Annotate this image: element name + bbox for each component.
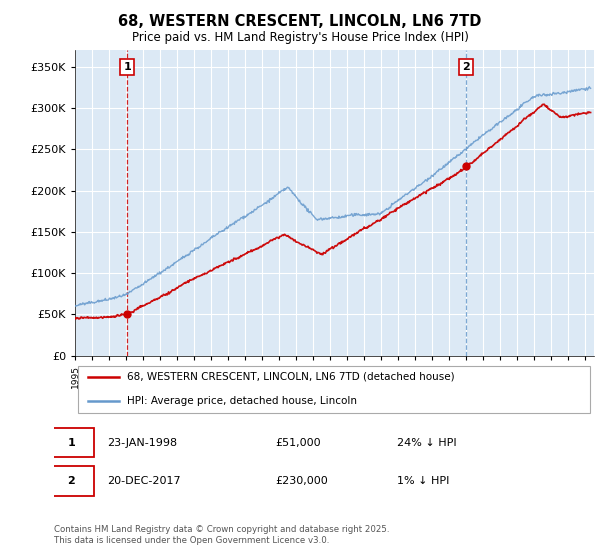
Text: 1: 1 (67, 437, 75, 447)
Text: £230,000: £230,000 (276, 476, 329, 486)
Text: 20-DEC-2017: 20-DEC-2017 (107, 476, 181, 486)
Text: 24% ↓ HPI: 24% ↓ HPI (397, 437, 457, 447)
FancyBboxPatch shape (49, 466, 94, 496)
Text: 68, WESTERN CRESCENT, LINCOLN, LN6 7TD: 68, WESTERN CRESCENT, LINCOLN, LN6 7TD (118, 14, 482, 29)
Text: HPI: Average price, detached house, Lincoln: HPI: Average price, detached house, Linc… (127, 396, 357, 406)
Text: 23-JAN-1998: 23-JAN-1998 (107, 437, 177, 447)
Text: 2: 2 (67, 476, 75, 486)
Text: Price paid vs. HM Land Registry's House Price Index (HPI): Price paid vs. HM Land Registry's House … (131, 31, 469, 44)
FancyBboxPatch shape (49, 428, 94, 458)
Text: 1% ↓ HPI: 1% ↓ HPI (397, 476, 449, 486)
Text: 1: 1 (123, 62, 131, 72)
Text: 68, WESTERN CRESCENT, LINCOLN, LN6 7TD (detached house): 68, WESTERN CRESCENT, LINCOLN, LN6 7TD (… (127, 372, 455, 382)
Text: 2: 2 (462, 62, 470, 72)
FancyBboxPatch shape (77, 366, 590, 413)
Text: Contains HM Land Registry data © Crown copyright and database right 2025.
This d: Contains HM Land Registry data © Crown c… (54, 525, 389, 545)
Text: £51,000: £51,000 (276, 437, 322, 447)
